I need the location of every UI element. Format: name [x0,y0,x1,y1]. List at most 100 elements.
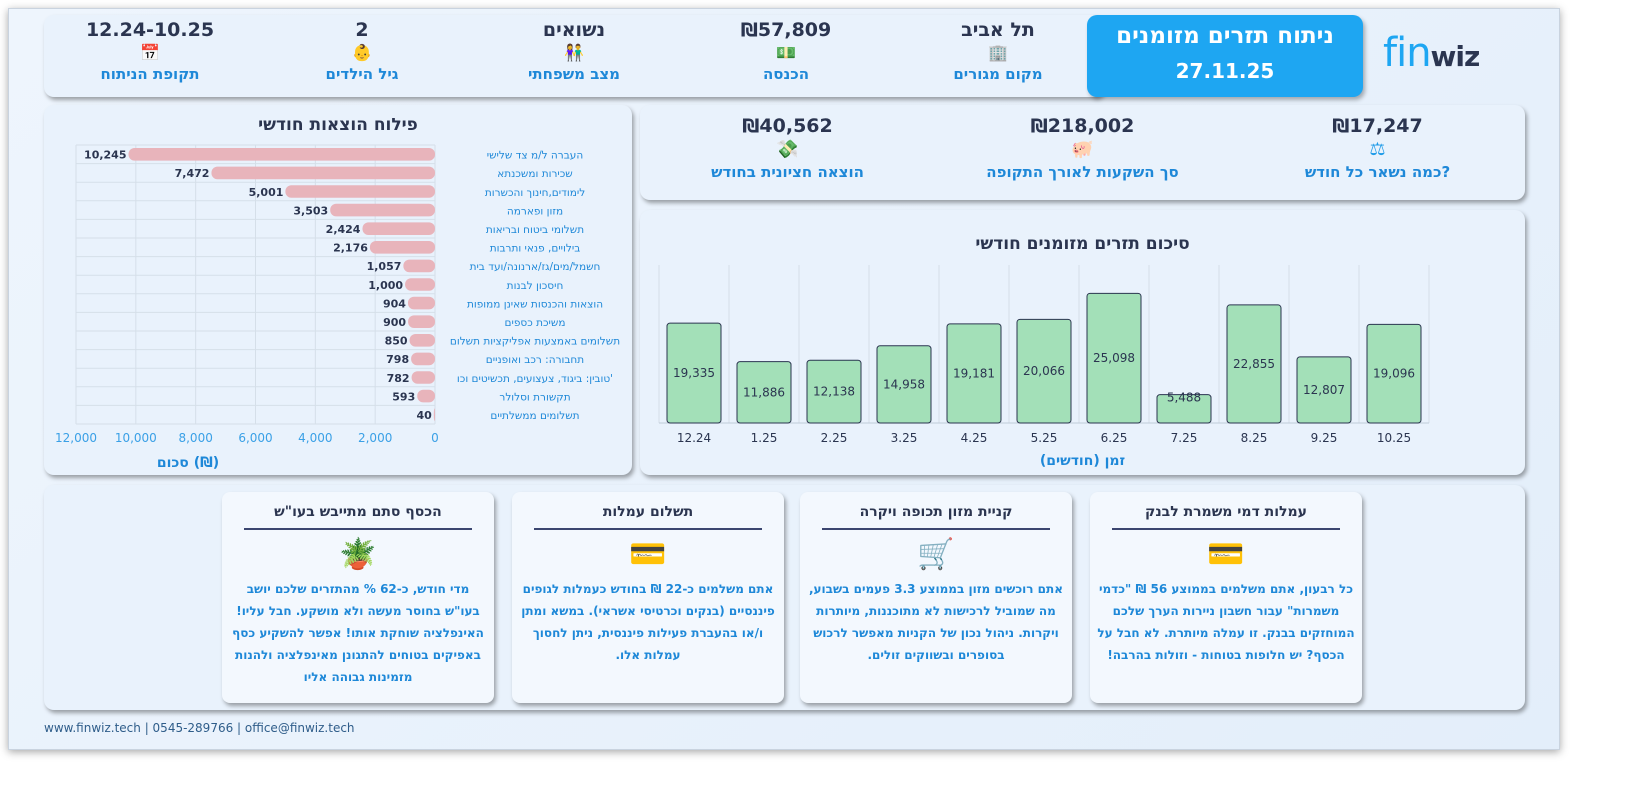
kpi-label: סך השקעות לאורך התקופה [986,163,1179,181]
category-label: לימודים,חינוך והכשרות [485,187,585,199]
category-label: תשלומי ביטוח ובריאות [486,224,584,236]
bar-value-label: 14,958 [883,377,925,391]
info-period: 12.24-10.25 📅 תקופת הניתוח [44,15,256,97]
bar-value-label: 782 [387,372,410,385]
money-stack-icon: 💸 [776,139,799,160]
card-title: הכסף סתם מתייבש בעו"ש [244,504,472,530]
info-marital: נשואים 👫 מצב משפחתי [468,15,680,97]
cashflow-bar [1016,318,1072,424]
kpi-value: ₪40,562 [742,115,833,137]
expense-bar [211,166,435,180]
cashflow-bar [806,359,862,424]
bar-value-label: 10,245 [84,149,126,162]
kpi-value: ₪218,002 [1030,115,1135,137]
info-label: מקום מגורים [953,65,1043,83]
calendar-icon: 📅 [140,43,160,62]
expense-breakdown-panel: פילוח הוצאות חודשי 12,000 10,000 8,000 6,00… [44,105,632,475]
chart-title: סיכום תזרים מזומנים חודשי [975,234,1190,254]
bar-value-label: 1,000 [368,279,403,292]
info-residence: תל אביב 🏢 מקום מגורים [892,15,1104,97]
bar-value-label: 19,335 [673,366,715,380]
card-text: אתם משלמים כ-22 ₪ בחודש כעמלות לגופים פי… [521,582,775,662]
cashflow-bar [1156,394,1212,424]
expense-bar [362,222,435,235]
bar-value-label: 19,181 [953,366,995,380]
bar-value-label: 850 [385,335,408,348]
x-tick-label: 10,000 [115,431,157,445]
buildings-icon: 🏢 [988,43,1008,62]
x-tick-label: 2,000 [358,431,392,445]
expense-bar [403,259,435,273]
x-tick-label: 12.24 [677,431,711,445]
category-label: מזון ופארמה [507,205,563,217]
piggy-bank-icon: 🐖 [1071,139,1094,160]
info-value: ₪57,809 [740,19,832,41]
x-tick-label: 7.25 [1171,431,1198,445]
shopping-cart-icon: 🛒 [917,537,955,572]
scale-icon: ⚖ [1369,139,1386,160]
cashflow-bar [1296,356,1352,424]
bar-value-label: 3,503 [293,204,328,217]
bar-value-label: 2,424 [326,223,361,236]
bar-value-label: 12,807 [1303,383,1345,397]
hand-card-icon: 💳 [629,537,667,572]
cashflow-bar [876,345,932,424]
cashflow-bar [1086,292,1142,424]
info-label: מצב משפחתי [527,65,621,83]
bar-value-label: 40 [416,409,432,422]
category-label: תשלומים באמצעות אפליקציות תשלום [450,336,620,348]
x-tick-label: 2.25 [821,431,848,445]
insight-card-custody-fees: עמלות דמי משמרת לבנק 💳 כל רבעון, אתם משלמי… [1090,492,1362,703]
banknote-icon: 💵 [776,43,796,62]
info-income: ₪57,809 💵 הכנסה [680,15,892,97]
category-label: חיסכון לבנות [507,280,564,292]
category-label: חשמל/מים/גז/ארנונה/ועד בית [470,261,601,273]
x-tick-label: 6,000 [238,431,272,445]
info-label: גיל הילדים [325,65,399,83]
category-label: תחבורה: רכב ואופניים [486,354,584,366]
bar-value-label: 5,001 [249,186,284,199]
card-title: קניית מזון תכופה ויקרה [822,504,1050,530]
category-label: משיכת כספים [505,317,566,329]
money-plant-icon: 🪴 [339,537,377,572]
kpi-label: כמה נשאר כל חודש? [1304,163,1451,181]
insight-card-food-shopping: קניית מזון תכופה ויקרה 🛒 אתם רוכשים מזון ב… [800,492,1072,703]
info-value: נשואים [542,19,606,41]
x-tick-label: 8.25 [1241,431,1268,445]
category-label: הוצאות והכנסות שאינן ממופות [467,298,603,310]
profile-info-bar: תל אביב 🏢 מקום מגורים ₪57,809 💵 הכנסה נשואים… [44,15,1104,97]
bar-value-label: 11,886 [743,385,785,399]
x-axis-label: זמן (חודשים) [1039,453,1126,469]
report-title-box: ניתוח תזרים מזומנים 27.11.25 [1087,15,1363,97]
expense-bar-chart: 12,000 10,000 8,000 6,000 4,000 2,000 0 10,245 ה… [55,144,620,445]
bar-value-label: 904 [383,297,406,310]
bar-value-label: 900 [383,316,406,329]
expense-bar [128,148,435,161]
category-label: תשלומים ממשלתיים [490,410,579,422]
info-label: תקופת הניתוח [100,65,200,83]
cashflow-bar [736,361,792,424]
bar-value-label: 20,066 [1023,364,1065,378]
x-tick-label: 3.25 [891,431,918,445]
kpi-median-expense: ₪40,562 💸 הוצאה חציונית בחודש [640,105,935,200]
category-label: שכירות ומשכנתא [497,168,572,180]
x-tick-label: 0 [431,431,439,445]
card-title: תשלום עמלות [534,504,762,530]
x-tick-label: 8,000 [178,431,212,445]
category-label: 'טובין: ביגוד, צעצועים, תכשיטים וכו [457,373,613,385]
kpi-value: ₪17,247 [1332,115,1423,137]
kpi-label: הוצאה חציונית בחודש [711,163,864,181]
x-tick-label: 4,000 [298,431,332,445]
bar-value-label: 1,057 [367,260,402,273]
expense-bar [411,352,435,366]
cashflow-bar [946,323,1002,424]
finwiz-logo: finwiz [1383,30,1480,76]
x-tick-label: 12,000 [55,431,97,445]
insights-panel: עמלות דמי משמרת לבנק 💳 כל רבעון, אתם משלמי… [44,485,1525,710]
x-axis-label: סכום (₪) [156,455,220,471]
card-text: כל רבעון, אתם משלמים בממוצע 56 ₪ "כדמי מ… [1097,582,1355,662]
cashflow-bar-chart: 19,335 12.24 11,886 1.25 12,138 2.25 14,958 3.2… [658,265,1430,445]
x-tick-label: 6.25 [1101,431,1128,445]
card-text: אתם רוכשים מזון בממוצע 3.3 פעמים בשבוע, … [809,582,1063,662]
bar-value-label: 12,138 [813,385,855,399]
